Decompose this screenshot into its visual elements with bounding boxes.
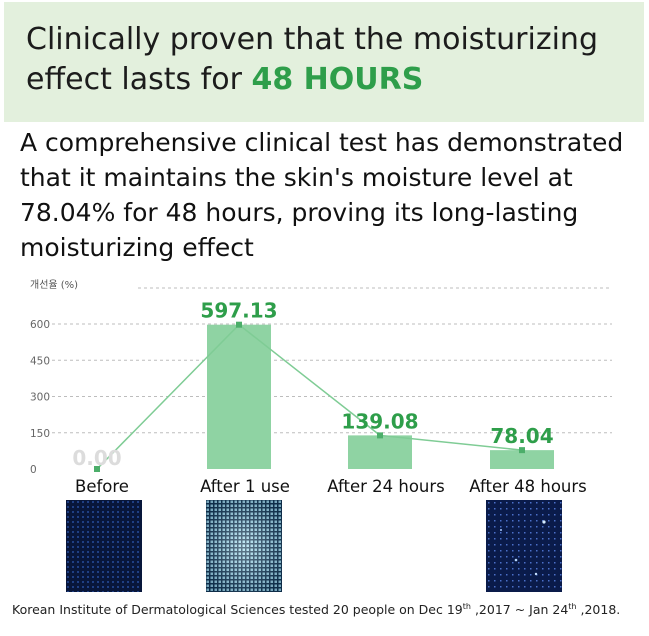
description: A comprehensive clinical test has demons… [20, 128, 624, 262]
trend-line [96, 323, 523, 470]
y-tick-label: 600 [30, 319, 50, 331]
x-tick-label: Before [75, 477, 129, 495]
skin-after-1-use-image [206, 500, 282, 592]
data-label: 0.00 [72, 446, 121, 470]
data-point [377, 432, 383, 439]
title-line-1: Clinically proven that the moisturizing [26, 22, 598, 57]
footer-sup-1: th [462, 602, 471, 611]
bar [490, 450, 554, 469]
footer-text-3: ,2018. [576, 602, 621, 618]
data-label: 78.04 [490, 424, 553, 448]
data-label: 139.08 [341, 409, 418, 433]
title-line-2-prefix: effect lasts for [26, 62, 252, 97]
data-point [94, 466, 100, 472]
data-point [236, 321, 242, 328]
bar [348, 435, 412, 469]
page-title: Clinically proven that the moisturizing … [26, 20, 598, 100]
y-axis-title: 개선율 (%) [30, 279, 78, 291]
y-tick-label: 300 [30, 392, 50, 404]
skin-after-48-hours-image [486, 500, 562, 592]
title-line-2: effect lasts for 48 HOURS [26, 60, 598, 100]
y-tick-label: 450 [30, 355, 50, 367]
x-tick-label: After 1 use [200, 477, 290, 495]
y-tick-label: 0 [30, 464, 37, 476]
y-tick-label: 150 [30, 428, 50, 440]
bar [207, 324, 271, 469]
moisture-chart: 개선율 (%) 0 150 300 450 600 0.00 597.13 139.08 78.0… [30, 279, 612, 495]
footer-sup-2: th [568, 602, 577, 611]
data-point [519, 447, 525, 454]
x-tick-label: After 24 hours [327, 477, 445, 495]
title-highlight: 48 HOURS [251, 62, 424, 97]
data-label: 597.13 [200, 299, 277, 323]
x-tick-label: After 48 hours [469, 477, 587, 495]
footer-text-1: Korean Institute of Dermatological Scien… [12, 602, 463, 618]
skin-before-image [66, 500, 142, 592]
title-banner: Clinically proven that the moisturizing … [4, 2, 644, 122]
footer-text-2: ,2017 ~ Jan 24 [470, 602, 569, 618]
source-note: Korean Institute of Dermatological Scien… [12, 602, 620, 617]
